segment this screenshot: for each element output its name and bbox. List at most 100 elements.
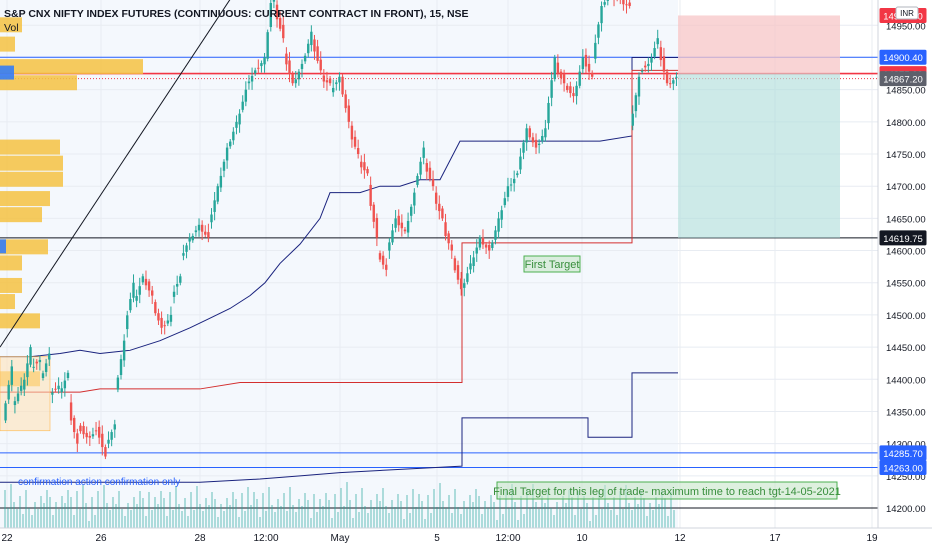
first-target-label[interactable]: First Target bbox=[523, 255, 581, 273]
volume-bar bbox=[373, 507, 375, 528]
candle-body bbox=[441, 208, 444, 219]
candle-body bbox=[509, 184, 513, 186]
volume-bar bbox=[508, 508, 510, 528]
candle-body bbox=[210, 214, 213, 223]
candle-body bbox=[44, 363, 48, 372]
volume-bar bbox=[487, 508, 489, 528]
currency-badge[interactable]: INR bbox=[895, 6, 919, 20]
candle-body bbox=[41, 373, 45, 378]
candle-body bbox=[204, 231, 207, 235]
candle-body bbox=[519, 156, 522, 170]
volume-bar bbox=[598, 491, 600, 528]
candle-body bbox=[544, 128, 547, 138]
volume-bar bbox=[268, 487, 270, 528]
volume-bar bbox=[631, 510, 633, 528]
candle-body bbox=[241, 101, 244, 110]
volume-bar bbox=[166, 516, 168, 528]
price-tag-label: 14285.70 bbox=[883, 449, 923, 460]
y-tick-label: 14250.00 bbox=[886, 472, 926, 483]
final-target-label[interactable]: Final Target for this leg of trade- maxi… bbox=[493, 481, 841, 500]
price-tag-label: 14867.20 bbox=[883, 75, 923, 86]
candle-body bbox=[151, 290, 154, 296]
candle-body bbox=[138, 286, 141, 295]
volume-profile-bar bbox=[0, 294, 15, 310]
volume-profile-bar bbox=[0, 139, 60, 155]
volume-bar bbox=[613, 497, 615, 528]
volume-bar bbox=[340, 488, 342, 528]
volume-profile-bar bbox=[0, 36, 15, 52]
volume-bar bbox=[154, 497, 156, 528]
candle-body bbox=[603, 2, 606, 5]
volume-bar bbox=[28, 508, 30, 528]
volume-bars bbox=[4, 482, 675, 528]
trade-position-box[interactable] bbox=[678, 15, 840, 238]
candle-body bbox=[575, 85, 578, 97]
price-tag-box bbox=[879, 49, 927, 65]
volume-bar bbox=[379, 501, 381, 528]
volume-bar bbox=[433, 489, 435, 528]
candle-body bbox=[516, 173, 519, 176]
candle-body bbox=[522, 142, 525, 153]
candle-body bbox=[85, 432, 88, 438]
volume-bar bbox=[364, 506, 366, 528]
candle-body bbox=[597, 24, 600, 38]
volume-bar bbox=[169, 492, 171, 528]
x-tick-label: 19 bbox=[866, 533, 878, 544]
volume-bar bbox=[22, 514, 24, 528]
candle-body bbox=[200, 224, 204, 232]
volume-bar bbox=[37, 509, 39, 528]
candle-body bbox=[294, 79, 297, 84]
candle-body bbox=[26, 363, 29, 378]
volume-bar bbox=[670, 492, 672, 528]
candle-body bbox=[244, 89, 248, 102]
volume-bar bbox=[400, 501, 402, 528]
volume-bar bbox=[145, 516, 147, 528]
volume-bar bbox=[124, 516, 126, 528]
volume-bar bbox=[310, 518, 312, 528]
volume-bar bbox=[49, 497, 51, 528]
volume-bar bbox=[589, 521, 591, 528]
volume-bar bbox=[643, 498, 645, 528]
x-tick-label: 10 bbox=[576, 533, 588, 544]
volume-bar bbox=[526, 490, 528, 528]
candle-body bbox=[57, 385, 60, 390]
volume-profile-bar bbox=[0, 313, 40, 329]
volume-bar bbox=[451, 513, 453, 528]
volume-bar bbox=[220, 504, 222, 528]
volume-bar bbox=[409, 513, 411, 528]
candle-body bbox=[413, 192, 416, 206]
y-tick-label: 14700.00 bbox=[886, 182, 926, 193]
price-tag-label: 14900.40 bbox=[883, 53, 923, 64]
candle-body bbox=[556, 62, 560, 73]
volume-bar bbox=[184, 498, 186, 528]
candle-body bbox=[410, 206, 413, 216]
candle-body bbox=[319, 59, 322, 71]
price-tag-box bbox=[879, 230, 927, 246]
candle-body bbox=[422, 147, 425, 158]
volume-bar bbox=[565, 503, 567, 528]
volume-bar bbox=[616, 515, 618, 528]
volume-bar bbox=[223, 511, 225, 528]
x-tick-label: 28 bbox=[194, 533, 206, 544]
candle-body bbox=[665, 71, 669, 84]
y-tick-label: 14300.00 bbox=[886, 440, 926, 451]
volume-bar bbox=[640, 491, 642, 528]
y-tick-label: 14350.00 bbox=[886, 407, 926, 418]
volume-bar bbox=[580, 509, 582, 528]
candle-body bbox=[656, 38, 659, 45]
volume-bar bbox=[493, 502, 495, 528]
volume-bar bbox=[157, 504, 159, 528]
trend-lines[interactable] bbox=[0, 0, 878, 348]
volume-bar bbox=[427, 495, 429, 528]
x-axis[interactable]: 22 26 28 12:00 May 5 12:00 10 12 17 19 bbox=[1, 533, 878, 544]
volume-bar bbox=[445, 508, 447, 528]
candle-body bbox=[625, 4, 628, 6]
volume-bar bbox=[454, 489, 456, 528]
volume-bar bbox=[463, 501, 465, 528]
volume-bar bbox=[148, 492, 150, 528]
volume-bar bbox=[403, 519, 405, 528]
volume-bar bbox=[31, 515, 33, 528]
volume-bar bbox=[448, 495, 450, 528]
volume-bar bbox=[178, 504, 180, 528]
